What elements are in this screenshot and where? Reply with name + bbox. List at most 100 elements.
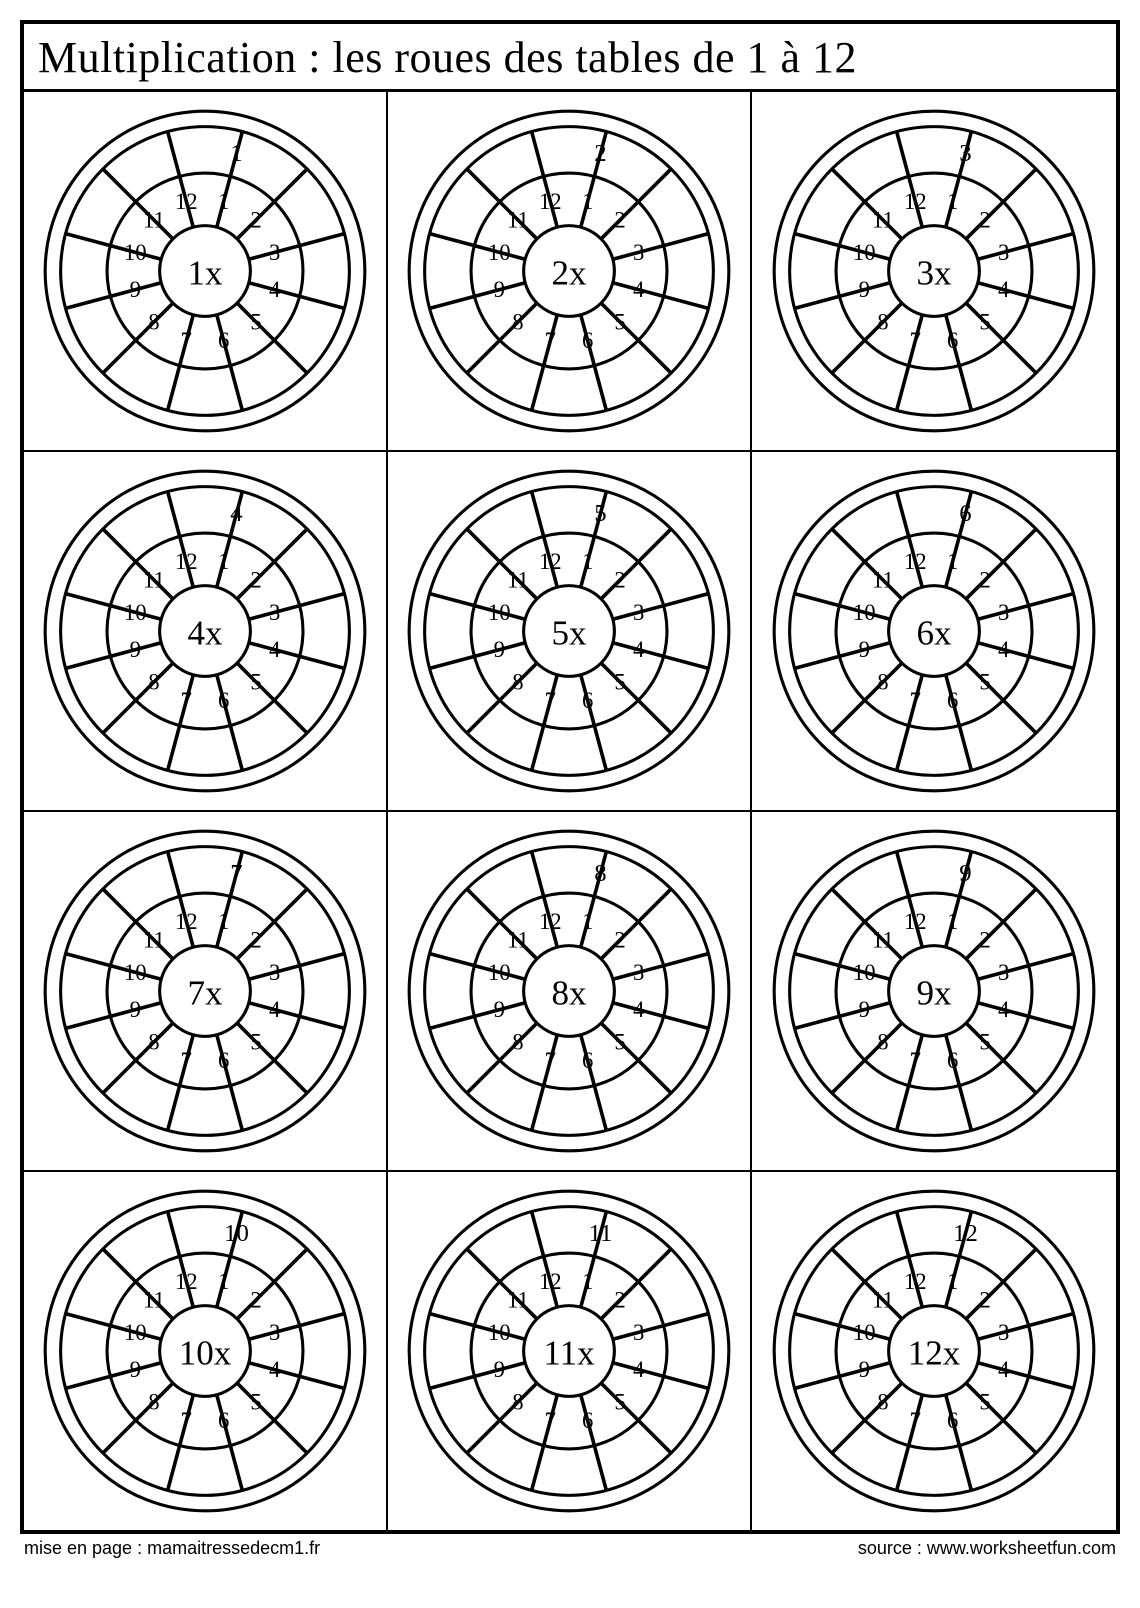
inner-multiplier-number: 12: [175, 909, 198, 934]
inner-multiplier-number: 5: [250, 670, 261, 695]
inner-multiplier-number: 9: [494, 277, 505, 302]
inner-multiplier-number: 8: [512, 1390, 523, 1415]
wheel-cell: 12345678910111244x: [24, 452, 388, 812]
wheel-center-label: 5x: [551, 614, 587, 653]
inner-multiplier-number: 12: [904, 549, 927, 574]
inner-multiplier-number: 7: [545, 688, 556, 713]
inner-multiplier-number: 2: [250, 1287, 261, 1312]
inner-multiplier-number: 8: [148, 1030, 159, 1055]
multiplication-wheel: 12345678910111288x: [404, 826, 734, 1156]
inner-multiplier-number: 8: [512, 670, 523, 695]
inner-multiplier-number: 12: [539, 1269, 562, 1294]
wheel-cell: 1234567891011121010x: [24, 1172, 388, 1530]
inner-multiplier-number: 6: [582, 688, 593, 713]
outer-answer-number: 12: [953, 1220, 978, 1247]
inner-multiplier-number: 10: [488, 1320, 511, 1345]
outer-answer-number: 1: [230, 140, 242, 167]
inner-multiplier-number: 1: [947, 909, 958, 934]
inner-multiplier-number: 7: [181, 1408, 192, 1433]
inner-multiplier-number: 6: [947, 1048, 958, 1073]
outer-answer-number: 4: [230, 500, 242, 527]
inner-multiplier-number: 3: [998, 1320, 1009, 1345]
inner-multiplier-number: 8: [148, 1390, 159, 1415]
outer-answer-number: 9: [959, 860, 971, 887]
inner-multiplier-number: 5: [979, 670, 990, 695]
outer-answer-number: 5: [594, 500, 606, 527]
outer-answer-number: 11: [589, 1220, 613, 1247]
inner-multiplier-number: 7: [545, 1048, 556, 1073]
wheel-cell: 12345678910111222x: [388, 92, 752, 452]
inner-multiplier-number: 7: [910, 1408, 921, 1433]
inner-multiplier-number: 2: [979, 927, 990, 952]
multiplication-wheel: 12345678910111277x: [40, 826, 370, 1156]
inner-multiplier-number: 4: [998, 1357, 1009, 1382]
inner-multiplier-number: 8: [148, 310, 159, 335]
inner-multiplier-number: 9: [859, 277, 870, 302]
inner-multiplier-number: 5: [614, 1390, 625, 1415]
wheel-center-label: 11x: [543, 1334, 595, 1373]
inner-multiplier-number: 6: [218, 1408, 229, 1433]
inner-multiplier-number: 9: [494, 1357, 505, 1382]
wheel-center-label: 3x: [916, 254, 952, 293]
multiplication-wheel: 12345678910111233x: [769, 106, 1099, 436]
wheel-cell: 12345678910111266x: [752, 452, 1116, 812]
inner-multiplier-number: 6: [582, 1048, 593, 1073]
inner-multiplier-number: 5: [614, 310, 625, 335]
inner-multiplier-number: 6: [582, 328, 593, 353]
footer-left: mise en page : mamaitressedecm1.fr: [24, 1538, 320, 1559]
inner-multiplier-number: 2: [979, 1287, 990, 1312]
inner-multiplier-number: 2: [979, 207, 990, 232]
inner-multiplier-number: 12: [539, 909, 562, 934]
inner-multiplier-number: 7: [545, 328, 556, 353]
inner-multiplier-number: 2: [250, 207, 261, 232]
inner-multiplier-number: 11: [872, 927, 894, 952]
inner-multiplier-number: 4: [633, 1357, 644, 1382]
inner-multiplier-number: 9: [859, 637, 870, 662]
inner-multiplier-number: 4: [269, 277, 280, 302]
inner-multiplier-number: 10: [488, 240, 511, 265]
inner-multiplier-number: 4: [633, 637, 644, 662]
wheel-cell: 12345678910111288x: [388, 812, 752, 1172]
outer-answer-number: 6: [959, 500, 971, 527]
multiplication-wheel: 1234567891011121010x: [40, 1186, 370, 1516]
inner-multiplier-number: 2: [250, 567, 261, 592]
wheel-cell: 1234567891011121212x: [752, 1172, 1116, 1530]
inner-multiplier-number: 10: [124, 600, 147, 625]
inner-multiplier-number: 11: [872, 567, 894, 592]
inner-multiplier-number: 5: [250, 1390, 261, 1415]
inner-multiplier-number: 1: [582, 189, 593, 214]
wheel-cell: 12345678910111233x: [752, 92, 1116, 452]
inner-multiplier-number: 9: [494, 637, 505, 662]
inner-multiplier-number: 1: [947, 549, 958, 574]
inner-multiplier-number: 2: [614, 207, 625, 232]
inner-multiplier-number: 3: [269, 600, 280, 625]
inner-multiplier-number: 6: [218, 328, 229, 353]
inner-multiplier-number: 1: [218, 189, 229, 214]
multiplication-wheel: 12345678910111266x: [769, 466, 1099, 796]
inner-multiplier-number: 5: [250, 1030, 261, 1055]
worksheet-frame: Multiplication : les roues des tables de…: [20, 20, 1120, 1534]
wheel-cell: 12345678910111211x: [24, 92, 388, 452]
inner-multiplier-number: 6: [947, 328, 958, 353]
worksheet-page: Multiplication : les roues des tables de…: [0, 0, 1140, 1565]
inner-multiplier-number: 10: [488, 600, 511, 625]
inner-multiplier-number: 3: [269, 1320, 280, 1345]
inner-multiplier-number: 1: [218, 549, 229, 574]
inner-multiplier-number: 11: [143, 1287, 165, 1312]
inner-multiplier-number: 10: [124, 1320, 147, 1345]
inner-multiplier-number: 1: [582, 549, 593, 574]
inner-multiplier-number: 4: [633, 277, 644, 302]
inner-multiplier-number: 12: [539, 549, 562, 574]
inner-multiplier-number: 9: [130, 1357, 141, 1382]
inner-multiplier-number: 4: [269, 1357, 280, 1382]
inner-multiplier-number: 5: [979, 1390, 990, 1415]
wheel-center-label: 6x: [916, 614, 952, 653]
wheel-grid: 12345678910111211x12345678910111222x1234…: [24, 92, 1116, 1530]
inner-multiplier-number: 9: [130, 997, 141, 1022]
inner-multiplier-number: 2: [614, 567, 625, 592]
multiplication-wheel: 12345678910111244x: [40, 466, 370, 796]
inner-multiplier-number: 10: [124, 960, 147, 985]
footer-right: source : www.worksheetfun.com: [858, 1538, 1116, 1559]
inner-multiplier-number: 11: [143, 927, 165, 952]
inner-multiplier-number: 8: [148, 670, 159, 695]
